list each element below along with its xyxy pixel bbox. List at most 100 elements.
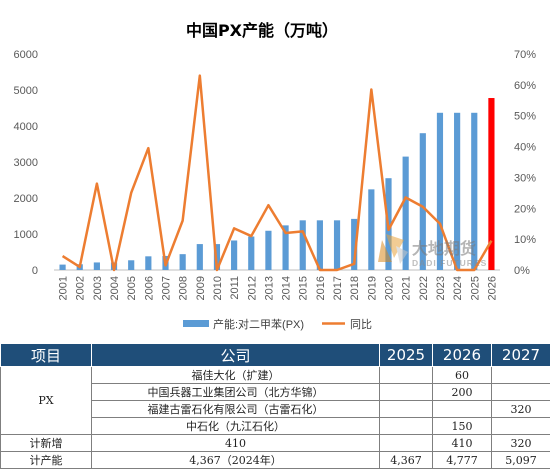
chart-title: 中国PX产能（万吨） — [186, 21, 338, 40]
value-2025 — [380, 384, 433, 401]
new-total-label: 计新增 — [1, 435, 92, 452]
x-tick-label: 2019 — [366, 276, 378, 300]
watermark-main-text: 大地期货 — [412, 239, 476, 258]
x-tick-label: 2005 — [126, 276, 138, 300]
bar — [248, 237, 254, 270]
y-right-tick-label: 20% — [514, 203, 536, 215]
x-tick-label: 2011 — [229, 276, 241, 300]
value-2026: 150 — [433, 418, 492, 435]
company-cell: 福佳大化（扩建） — [92, 367, 380, 384]
y-left-tick-label: 3000 — [14, 157, 38, 169]
capacity-total-label: 计产能 — [1, 452, 92, 469]
value-2027 — [492, 367, 550, 384]
x-tick-label: 2022 — [418, 276, 430, 300]
bar — [145, 256, 151, 270]
bar — [128, 260, 134, 270]
bar — [334, 220, 340, 270]
x-tick-label: 2023 — [435, 276, 447, 300]
bar — [59, 265, 65, 270]
px-capacity-chart: 中国PX产能（万吨） 0 1000 2000 3000 4000 5000 6000 0% 10… — [0, 0, 550, 342]
header-item: 项目 — [1, 344, 92, 367]
capacity-total-2026: 4,777 — [433, 452, 492, 469]
bar — [300, 220, 306, 270]
bar — [180, 254, 186, 270]
bar — [368, 189, 374, 270]
y-left-tick-label: 2000 — [14, 193, 38, 205]
bar — [231, 240, 237, 270]
y-left-tick-label: 5000 — [14, 85, 38, 97]
chart-canvas: 中国PX产能（万吨） 0 1000 2000 3000 4000 5000 6000 0% 10… — [0, 0, 550, 342]
y-right-tick-label: 70% — [514, 49, 536, 61]
x-tick-label: 2020 — [384, 276, 396, 300]
value-2026: 200 — [433, 384, 492, 401]
company-cell: 中石化（九江石化） — [92, 418, 380, 435]
new-total-company: 410 — [92, 435, 380, 452]
capacity-table-section: 项目 公司 2025 2026 2027 PX 福佳大化（扩建） 60 中国兵器… — [0, 343, 550, 469]
capacity-total-2027: 5,097 — [492, 452, 550, 469]
header-company: 公司 — [92, 344, 380, 367]
value-2025 — [380, 418, 433, 435]
value-2027: 320 — [492, 401, 550, 418]
x-tick-label: 2008 — [178, 276, 190, 300]
y-right-tick-label: 10% — [514, 234, 536, 246]
new-total-2026: 410 — [433, 435, 492, 452]
capacity-total-company: 4,367（2024年） — [92, 452, 380, 469]
table-row: PX 福佳大化（扩建） 60 — [1, 367, 550, 384]
x-tick-label: 2006 — [143, 276, 155, 300]
value-2025 — [380, 367, 433, 384]
new-total-2027: 320 — [492, 435, 550, 452]
x-tick-label: 2026 — [486, 276, 498, 300]
x-tick-label: 2004 — [109, 276, 121, 300]
x-tick-label: 2025 — [469, 276, 481, 300]
company-cell: 福建古雷石化有限公司（古雷石化） — [92, 401, 380, 418]
x-tick-label: 2017 — [332, 276, 344, 300]
y-left-tick-label: 1000 — [14, 229, 38, 241]
x-tick-label: 2015 — [298, 276, 310, 300]
bar — [265, 231, 271, 270]
table-header-row: 项目 公司 2025 2026 2027 — [1, 344, 550, 367]
y-left-tick-label: 6000 — [14, 49, 38, 61]
legend-label-yoy: 同比 — [350, 318, 372, 331]
table-row-capacity-total: 计产能 4,367（2024年） 4,367 4,777 5,097 — [1, 452, 550, 469]
bar — [197, 244, 203, 270]
legend-label-capacity: 产能:对二甲苯(PX) — [213, 317, 304, 331]
y-left-tick-label: 0 — [32, 265, 38, 277]
chart-legend: 产能:对二甲苯(PX) 同比 — [183, 317, 372, 331]
x-tick-label: 2003 — [92, 276, 104, 300]
y-right-tick-label: 50% — [514, 111, 536, 123]
x-tick-label: 2021 — [401, 276, 413, 300]
value-2027 — [492, 384, 550, 401]
x-tick-label: 2010 — [212, 276, 224, 300]
x-tick-label: 2001 — [58, 276, 70, 300]
px-capacity-table: 项目 公司 2025 2026 2027 PX 福佳大化（扩建） 60 中国兵器… — [0, 343, 550, 469]
x-tick-label: 2014 — [281, 276, 293, 300]
x-tick-label: 2024 — [452, 276, 464, 300]
header-2026: 2026 — [433, 344, 492, 367]
watermark-sub-text: DADI FUTURES — [412, 258, 487, 268]
x-tick-label: 2012 — [246, 276, 258, 300]
y-right-tick-label: 60% — [514, 80, 536, 92]
x-tick-label: 2007 — [161, 276, 173, 300]
watermark: 大地期货 DADI FUTURES — [378, 234, 487, 268]
value-2026: 60 — [433, 367, 492, 384]
company-cell: 中国兵器工业集团公司（北方华锦） — [92, 384, 380, 401]
table-row-new-total: 计新增 410 410 320 — [1, 435, 550, 452]
y-right-tick-label: 40% — [514, 142, 536, 154]
header-2025: 2025 — [380, 344, 433, 367]
group-label-px: PX — [1, 367, 92, 435]
capacity-total-2025: 4,367 — [380, 452, 433, 469]
x-tick-label: 2002 — [75, 276, 87, 300]
x-tick-label: 2009 — [195, 276, 207, 300]
value-2025 — [380, 401, 433, 418]
x-tick-label: 2018 — [349, 276, 361, 300]
y-left-tick-label: 4000 — [14, 121, 38, 133]
bar — [94, 262, 100, 270]
legend-bar-swatch — [183, 320, 209, 327]
header-2027: 2027 — [492, 344, 550, 367]
y-right-tick-label: 0% — [514, 265, 530, 277]
x-tick-label: 2016 — [315, 276, 327, 300]
x-tick-label: 2013 — [263, 276, 275, 300]
y-right-tick-label: 30% — [514, 172, 536, 184]
new-total-2025 — [380, 435, 433, 452]
value-2027 — [492, 418, 550, 435]
